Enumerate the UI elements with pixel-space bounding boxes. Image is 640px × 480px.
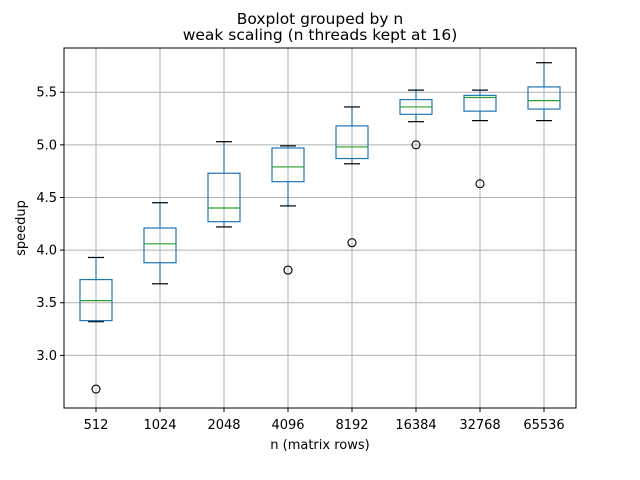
x-tick-label: 2048 — [207, 418, 240, 433]
outlier-point — [475, 179, 485, 189]
box — [207, 172, 241, 223]
x-tick-label: 65536 — [523, 418, 564, 433]
axes-frame — [63, 47, 577, 409]
plot-area — [79, 62, 561, 394]
outlier-point — [91, 384, 101, 394]
outlier-point — [283, 265, 293, 275]
chart-title: weak scaling (n threads kept at 16) — [183, 26, 458, 44]
y-tick-label: 5.0 — [36, 138, 57, 153]
y-tick-label: 5.5 — [36, 86, 57, 101]
box — [463, 94, 497, 112]
grid — [64, 48, 576, 408]
outlier-point — [411, 140, 421, 150]
outlier-point — [347, 238, 357, 248]
box-group-8192 — [335, 106, 369, 248]
box — [335, 125, 369, 160]
y-tick-label: 3.0 — [36, 349, 57, 364]
x-tick-label: 1024 — [143, 418, 176, 433]
box-group-4096 — [271, 145, 305, 275]
box-group-32768 — [463, 89, 497, 189]
x-axis-label: n (matrix rows) — [270, 438, 369, 453]
x-tick-label: 8192 — [335, 418, 368, 433]
y-tick-label: 4.0 — [36, 244, 57, 259]
y-axis-label: speedup — [14, 200, 29, 256]
box-group-512 — [79, 256, 113, 394]
x-tick-label: 512 — [84, 418, 109, 433]
box — [527, 86, 561, 110]
axis-ticks: 3.0 3.5 4.0 4.5 5.0 5.5 512 1024 2048 4096 8192 163… — [36, 86, 564, 433]
box-group-1024 — [143, 202, 177, 285]
box-group-16384 — [399, 89, 433, 150]
x-tick-label: 16384 — [395, 418, 436, 433]
y-tick-label: 4.5 — [36, 191, 57, 206]
box-group-2048 — [207, 141, 241, 228]
x-tick-label: 32768 — [459, 418, 500, 433]
box-group-65536 — [527, 62, 561, 122]
y-tick-label: 3.5 — [36, 296, 57, 311]
box — [143, 227, 177, 264]
x-tick-label: 4096 — [271, 418, 304, 433]
box — [271, 147, 305, 183]
chart-suptitle: Boxplot grouped by n — [237, 10, 404, 28]
